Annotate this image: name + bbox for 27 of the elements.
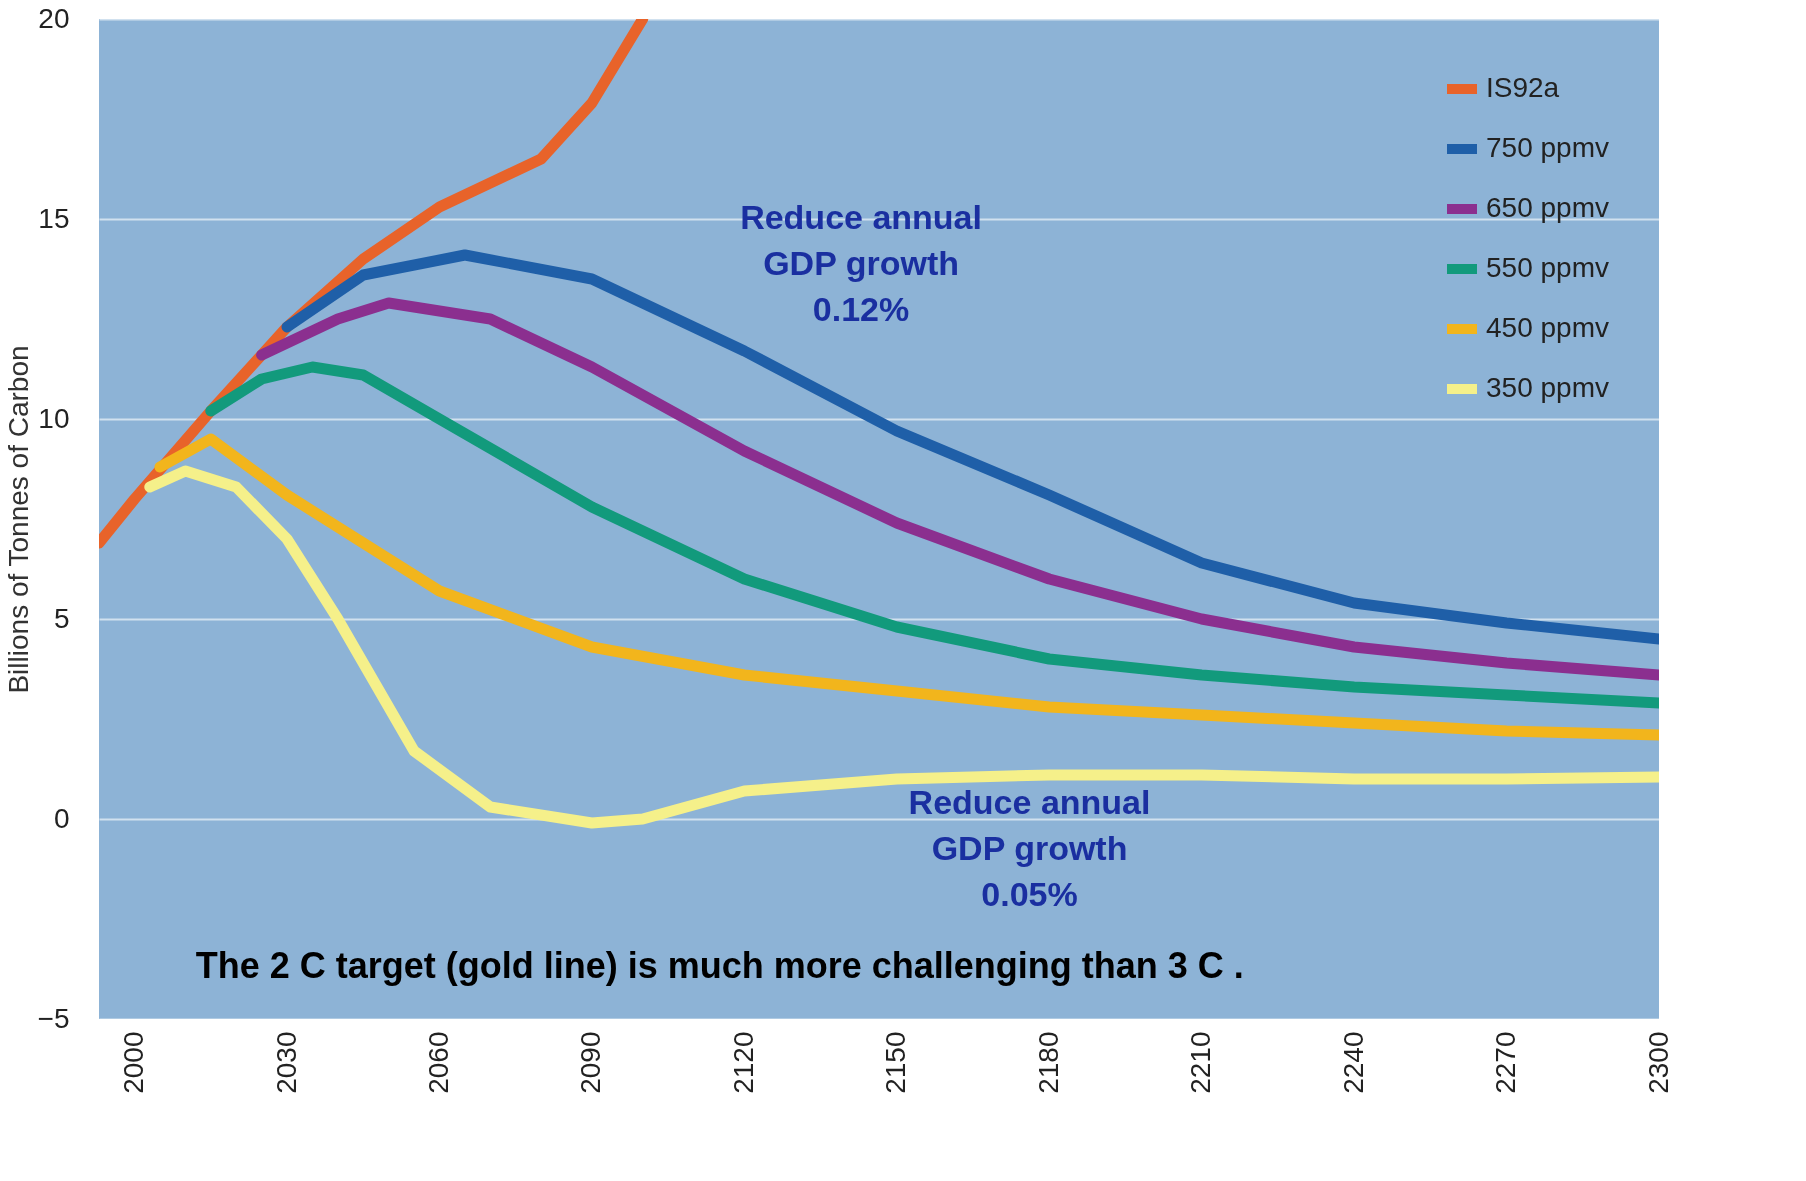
- x-tick-label: 2240: [1337, 1031, 1369, 1094]
- annotation: Reduce annual GDP growth 0.12%: [740, 198, 982, 328]
- legend-label: 550 ppmv: [1486, 252, 1609, 283]
- x-tick-label: 2210: [1185, 1031, 1217, 1094]
- x-tick-label: 2180: [1032, 1031, 1064, 1094]
- x-tick-label: 2000: [118, 1031, 150, 1094]
- y-tick-label: 15: [38, 202, 70, 234]
- legend-label: 350 ppmv: [1486, 372, 1609, 403]
- y-tick-label: 0: [53, 802, 70, 834]
- y-tick-label: 20: [38, 2, 70, 34]
- annotation: Reduce annual GDP growth 0.05%: [908, 783, 1151, 913]
- x-tick-label: 2060: [422, 1031, 454, 1094]
- legend-label: 750 ppmv: [1486, 132, 1609, 163]
- y-axis-title: Billions of Tonnes of Carbon: [2, 345, 34, 694]
- x-tick-label: 2030: [270, 1031, 302, 1094]
- x-tick-label: 2090: [575, 1031, 607, 1094]
- annotation: The 2 C target (gold line) is much more challenging than 3 C .: [195, 945, 1244, 986]
- x-tick-label: 2150: [880, 1031, 912, 1094]
- y-tick-label: −5: [37, 1002, 70, 1034]
- y-tick-label: 5: [53, 602, 70, 634]
- legend-label: 650 ppmv: [1486, 192, 1609, 223]
- x-tick-label: 2300: [1642, 1031, 1674, 1094]
- y-tick-label: 10: [38, 402, 70, 434]
- legend-label: 450 ppmv: [1486, 312, 1609, 343]
- legend-label: IS92a: [1486, 72, 1560, 103]
- x-tick-label: 2120: [727, 1031, 759, 1094]
- x-tick-label: 2270: [1490, 1031, 1522, 1094]
